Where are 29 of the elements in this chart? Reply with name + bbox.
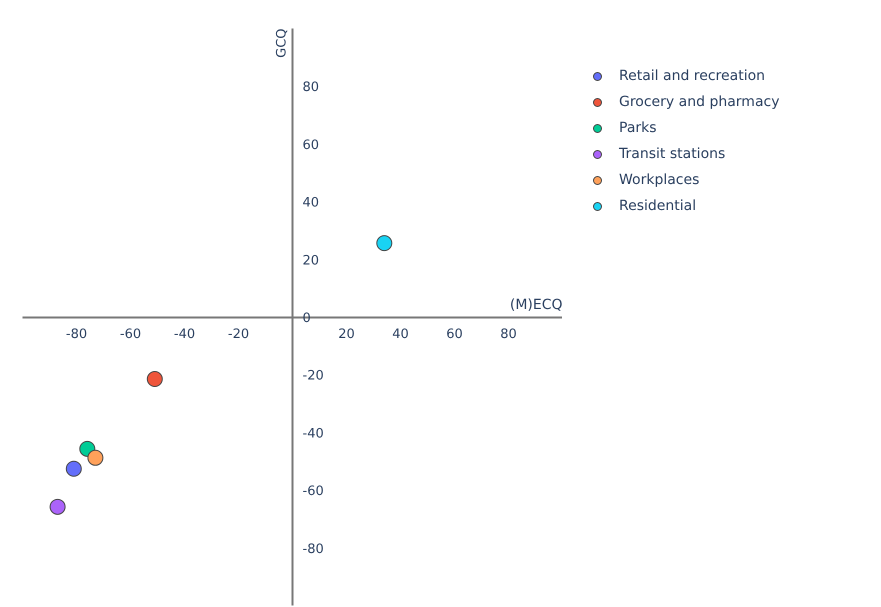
y-tick-label: 20 xyxy=(302,253,320,268)
y-tick-label: -40 xyxy=(302,426,324,442)
x-tick-label: 60 xyxy=(446,327,463,342)
x-tick-label: 80 xyxy=(500,327,517,342)
point xyxy=(87,450,104,466)
x-tick-label: -60 xyxy=(120,327,142,342)
y-tick-label: -60 xyxy=(302,484,324,500)
y-tick-label: 40 xyxy=(302,196,320,211)
legend-label: Transit stations xyxy=(619,146,726,162)
legend-label: Grocery and pharmacy xyxy=(619,94,780,110)
x-tick-label: 20 xyxy=(338,327,355,342)
x-tick-label: -80 xyxy=(66,327,88,342)
y-tick-label: 60 xyxy=(302,138,320,153)
x-axis-title: (M)ECQ xyxy=(510,297,563,313)
x-tick-label: -20 xyxy=(228,327,250,342)
legend-label: Workplaces xyxy=(619,172,700,188)
point xyxy=(50,498,66,515)
point xyxy=(376,235,392,252)
y-tick-label: -20 xyxy=(302,368,324,384)
y-tick-label: -80 xyxy=(302,542,324,557)
point xyxy=(146,371,163,388)
x-tick-label: 40 xyxy=(392,327,409,342)
x-tick-label: -40 xyxy=(174,327,196,342)
y-axis-title: GCQ xyxy=(274,28,290,58)
point xyxy=(66,460,82,477)
legend-label: Residential xyxy=(619,198,696,214)
legend-label: Retail and recreation xyxy=(619,68,766,84)
legend-label: Parks xyxy=(619,120,657,136)
y-tick-label: 80 xyxy=(302,80,320,96)
